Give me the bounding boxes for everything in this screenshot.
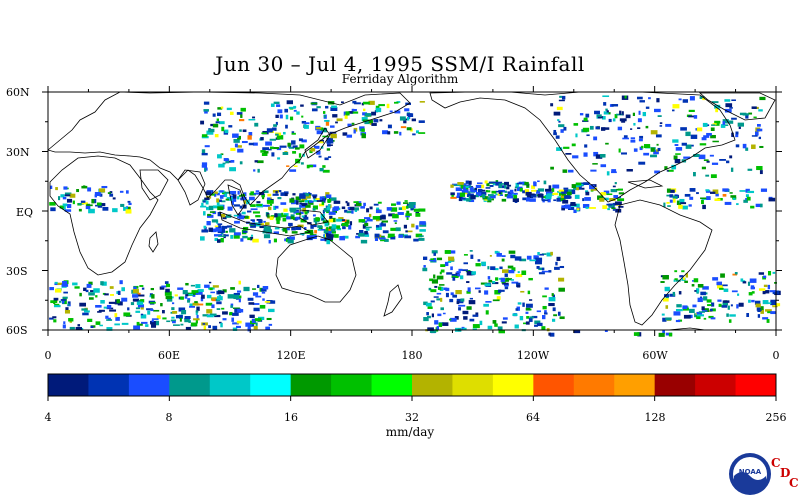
colorbar-units: mm/day xyxy=(385,425,435,439)
colorbar-tick-256: 256 xyxy=(765,411,787,424)
noaa-logo-text: NOAA xyxy=(739,468,762,476)
lon-label-0-east: 0 xyxy=(772,349,780,362)
cdc-letter-d: D xyxy=(780,466,791,480)
lon-label-60e: 60E xyxy=(157,349,181,362)
colorbar-swatch xyxy=(169,374,211,396)
colorbar-tick-4: 4 xyxy=(44,411,52,424)
lat-label-30s: 30S xyxy=(6,265,28,278)
noaa-logo: NOAA xyxy=(729,453,771,495)
colorbar-swatch xyxy=(250,374,292,396)
lat-label-60s: 60S xyxy=(6,324,28,337)
colorbar-tick-128: 128 xyxy=(644,411,666,424)
colorbar-tick-64: 64 xyxy=(526,411,540,424)
lon-label-120e: 120E xyxy=(276,349,306,362)
colorbar-swatch xyxy=(695,374,737,396)
colorbar-swatch xyxy=(128,374,170,396)
map-subtitle: Ferriday Algorithm xyxy=(341,72,459,86)
colorbar-swatch xyxy=(533,374,575,396)
colorbar-tick-32: 32 xyxy=(405,411,419,424)
colorbar-tick-16: 16 xyxy=(284,411,298,424)
colorbar-swatch xyxy=(614,374,656,396)
lat-label-eq: EQ xyxy=(16,206,34,219)
lon-label-120w: 120W xyxy=(516,349,550,362)
colorbar-swatch xyxy=(88,374,130,396)
frame-ticks xyxy=(42,86,782,336)
colorbar xyxy=(47,373,777,401)
colorbar-swatch xyxy=(735,374,777,396)
colorbar-swatch xyxy=(331,374,373,396)
colorbar-swatch xyxy=(290,374,332,396)
colorbar-swatch xyxy=(654,374,696,396)
cdc-letter-c2: C xyxy=(789,476,799,490)
lon-label-60w: 60W xyxy=(642,349,668,362)
colorbar-swatch xyxy=(492,374,534,396)
lon-label-0: 0 xyxy=(44,349,52,362)
map-title: Jun 30 – Jul 4, 1995 SSM/I Rainfall xyxy=(215,52,585,76)
cdc-letter-c1: C xyxy=(771,456,781,470)
colorbar-tick-8: 8 xyxy=(165,411,173,424)
colorbar-swatch xyxy=(48,374,89,396)
rainfall-layer xyxy=(49,95,781,337)
lat-label-60n: 60N xyxy=(6,86,30,99)
lon-label-180: 180 xyxy=(401,349,423,362)
colorbar-swatch xyxy=(452,374,494,396)
colorbar-swatch xyxy=(573,374,615,396)
colorbar-swatch xyxy=(412,374,453,396)
lat-label-30n: 30N xyxy=(6,146,30,159)
colorbar-swatch xyxy=(209,374,251,396)
colorbar-swatch xyxy=(371,374,413,396)
